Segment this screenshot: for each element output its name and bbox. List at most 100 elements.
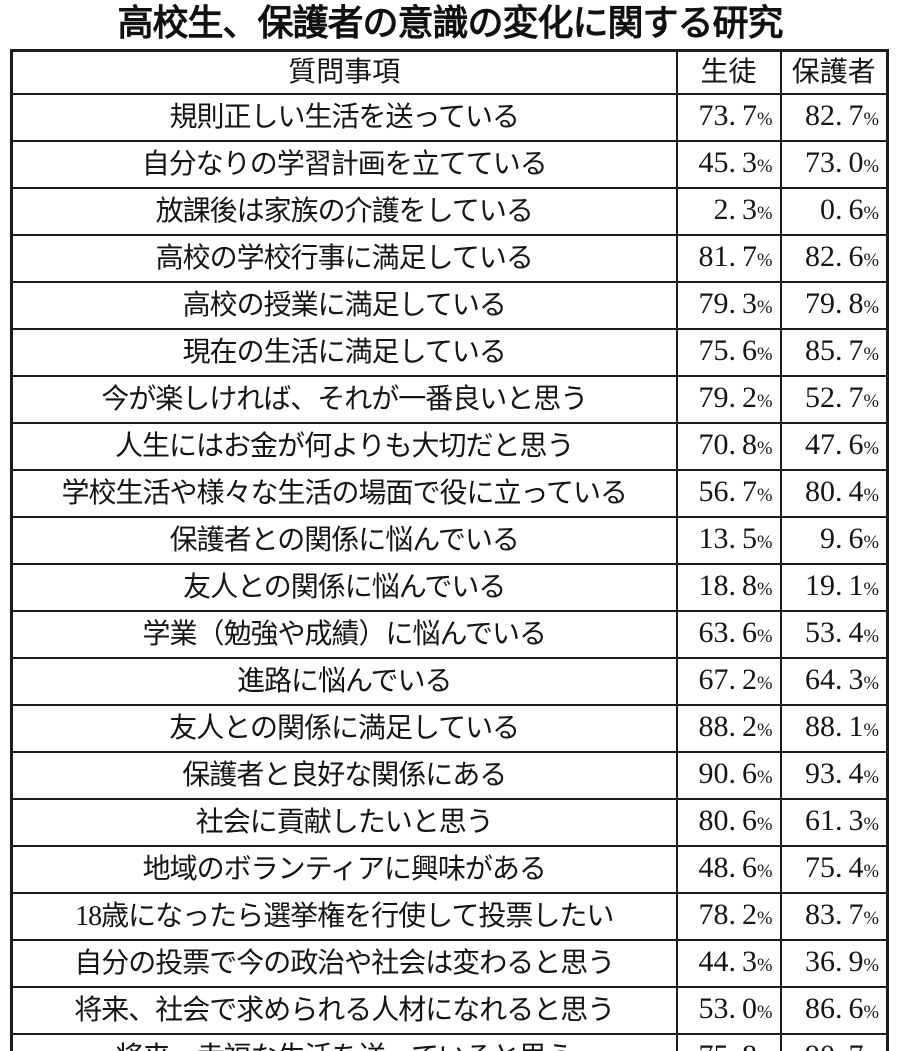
parent-value: 80. 4: [804, 475, 864, 508]
parent-value: 90. 7: [805, 1039, 864, 1051]
parent-value-cell: 19. 1%: [779, 563, 889, 612]
student-value-cell: 78. 2%: [675, 892, 782, 941]
parent-value-cell: 83. 7%: [779, 892, 889, 941]
student-value: 13. 5: [698, 522, 757, 555]
student-value-cell: 48. 6%: [675, 845, 782, 894]
table-row: 18歳になったら選挙権を行使して投票したい 78. 2% 83. 7%: [10, 892, 889, 941]
parent-value: 88. 1: [804, 710, 864, 743]
student-value-cell: 75. 6%: [675, 328, 782, 377]
student-value-cell: 13. 5%: [675, 516, 782, 565]
parent-value: 86. 6: [804, 992, 864, 1025]
student-value: 79. 3: [698, 287, 757, 320]
question-cell: 友人との関係に悩んでいる: [10, 563, 678, 612]
parent-value-cell: 93. 4%: [779, 751, 889, 800]
table-body: 規則正しい生活を送っている 73. 7% 82. 7% 自分なりの学習計画を立て…: [10, 93, 889, 1051]
student-value: 81. 7: [698, 240, 757, 273]
table-row: 今が楽しければ、それが一番良いと思う 79. 2% 52. 7%: [10, 375, 889, 424]
percent-sign: %: [757, 391, 773, 412]
percent-sign: %: [863, 438, 880, 459]
table-row: 社会に貢献したいと思う 80. 6% 61. 3%: [10, 798, 889, 847]
table-row: 学業（勉強や成績）に悩んでいる 63. 6% 53. 4%: [10, 610, 889, 659]
question-cell: 今が楽しければ、それが一番良いと思う: [10, 375, 678, 424]
percent-sign: %: [863, 626, 880, 647]
student-value-cell: 63. 6%: [675, 610, 782, 659]
question-cell: 自分なりの学習計画を立てている: [10, 140, 678, 189]
student-value: 48. 6: [698, 851, 757, 884]
question-cell: 学校生活や様々な生活の場面で役に立っている: [10, 469, 678, 518]
table-row: 自分の投票で今の政治や社会は変わると思う 44. 3% 36. 9%: [10, 939, 889, 988]
student-value: 44. 3: [698, 945, 757, 978]
table-row: 学校生活や様々な生活の場面で役に立っている 56. 7% 80. 4%: [10, 469, 889, 518]
parent-value-cell: 53. 4%: [779, 610, 889, 659]
parent-value: 19. 1: [804, 569, 864, 602]
table-row: 自分なりの学習計画を立てている 45. 3% 73. 0%: [10, 140, 889, 189]
table-row: 将来、社会で求められる人材になれると思う 53. 0% 86. 6%: [10, 986, 889, 1035]
student-value-cell: 75. 8%: [675, 1033, 782, 1051]
table-row: 規則正しい生活を送っている 73. 7% 82. 7%: [10, 93, 889, 142]
percent-sign: %: [757, 532, 773, 553]
question-cell: 現在の生活に満足している: [10, 328, 678, 377]
parent-value-cell: 82. 7%: [779, 93, 889, 142]
parent-value-cell: 79. 8%: [779, 281, 889, 330]
student-value-cell: 80. 6%: [675, 798, 782, 847]
parent-value: 85. 7: [804, 334, 864, 367]
student-value: 67. 2: [698, 663, 757, 696]
percent-sign: %: [863, 814, 880, 835]
question-cell: 学業（勉強や成績）に悩んでいる: [10, 610, 678, 659]
parent-value: 0. 6: [819, 193, 864, 226]
question-cell: 保護者との関係に悩んでいる: [10, 516, 678, 565]
parent-value: 47. 6: [804, 428, 864, 461]
percent-sign: %: [863, 297, 880, 318]
parent-value: 52. 7: [804, 381, 864, 414]
percent-sign: %: [863, 908, 880, 929]
student-value-cell: 79. 2%: [675, 375, 782, 424]
question-cell: 地域のボランティアに興味がある: [10, 845, 678, 894]
student-value: 75. 8: [698, 1039, 757, 1051]
question-cell: 進路に悩んでいる: [10, 657, 678, 706]
question-cell: 将来、社会で求められる人材になれると思う: [10, 986, 678, 1035]
table-row: 友人との関係に悩んでいる 18. 8% 19. 1%: [10, 563, 889, 612]
student-value-cell: 56. 7%: [675, 469, 782, 518]
student-value: 73. 7: [698, 99, 757, 132]
table-row: 進路に悩んでいる 67. 2% 64. 3%: [10, 657, 889, 706]
percent-sign: %: [757, 1049, 773, 1051]
student-value-cell: 81. 7%: [675, 234, 782, 283]
student-value: 75. 6: [698, 334, 757, 367]
question-cell: 社会に貢献したいと思う: [10, 798, 678, 847]
table-row: 放課後は家族の介護をしている 2. 3% 0. 6%: [10, 187, 889, 236]
student-value: 45. 3: [698, 146, 757, 179]
percent-sign: %: [863, 1002, 880, 1023]
table-row: 地域のボランティアに興味がある 48. 6% 75. 4%: [10, 845, 889, 894]
student-value-cell: 53. 0%: [675, 986, 782, 1035]
parent-value-cell: 73. 0%: [779, 140, 889, 189]
parent-value-cell: 52. 7%: [779, 375, 889, 424]
student-value-cell: 18. 8%: [675, 563, 782, 612]
parent-value: 82. 7: [804, 99, 864, 132]
student-value-cell: 44. 3%: [675, 939, 782, 988]
percent-sign: %: [864, 1049, 880, 1051]
parent-value: 53. 4: [804, 616, 864, 649]
percent-sign: %: [757, 861, 773, 882]
student-value-cell: 90. 6%: [675, 751, 782, 800]
percent-sign: %: [863, 720, 880, 741]
table-row: 高校の授業に満足している 79. 3% 79. 8%: [10, 281, 889, 330]
question-cell: 高校の授業に満足している: [10, 281, 678, 330]
student-value: 80. 6: [698, 804, 757, 837]
parent-value-cell: 90. 7%: [779, 1033, 889, 1051]
parent-value: 36. 9: [804, 945, 864, 978]
student-value-cell: 88. 2%: [675, 704, 782, 753]
percent-sign: %: [863, 344, 880, 365]
parent-value: 73. 0: [804, 146, 864, 179]
percent-sign: %: [863, 579, 880, 600]
student-value-cell: 70. 8%: [675, 422, 782, 471]
question-cell: 保護者と良好な関係にある: [10, 751, 678, 800]
table-row: 人生にはお金が何よりも大切だと思う 70. 8% 47. 6%: [10, 422, 889, 471]
parent-value-cell: 85. 7%: [779, 328, 889, 377]
percent-sign: %: [863, 532, 880, 553]
table-row: 保護者と良好な関係にある 90. 6% 93. 4%: [10, 751, 889, 800]
percent-sign: %: [757, 908, 773, 929]
percent-sign: %: [757, 673, 773, 694]
question-cell: 将来、幸福な生活を送っていると思う: [10, 1033, 678, 1051]
parent-value-cell: 47. 6%: [779, 422, 889, 471]
percent-sign: %: [757, 720, 773, 741]
